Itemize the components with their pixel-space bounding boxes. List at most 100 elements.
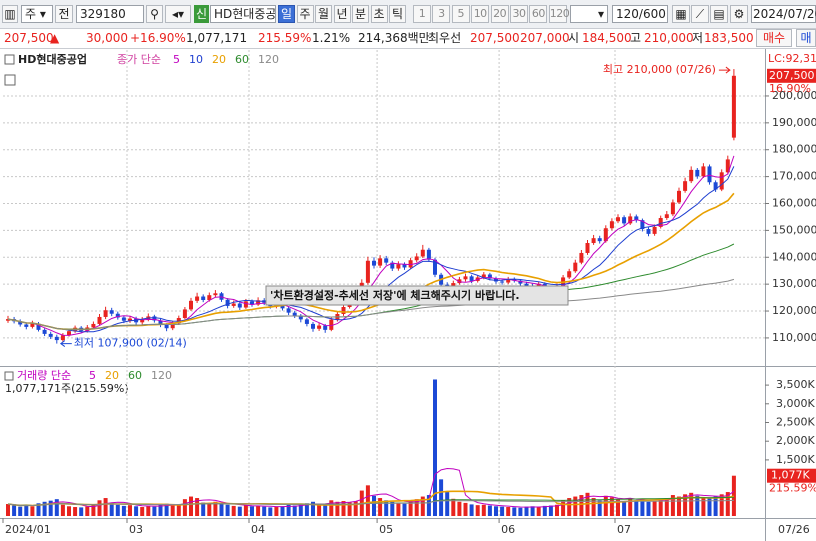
volume-bar	[262, 506, 267, 516]
legend-entry: 5	[173, 53, 180, 66]
candle-body	[524, 283, 529, 286]
prefix-button[interactable]: 전	[55, 5, 73, 23]
period-button[interactable]: 월	[315, 5, 332, 23]
last-change-label: 16.90%	[769, 82, 811, 95]
interval-button[interactable]: 120	[548, 5, 570, 23]
interval-select[interactable]: ▾	[570, 5, 608, 23]
legend-entry: 120	[258, 53, 279, 66]
candle-body	[591, 238, 596, 244]
max-arrow	[718, 66, 731, 74]
candle-body	[616, 217, 620, 222]
volume-bar	[487, 505, 492, 516]
price-ma-line	[7, 278, 735, 330]
candle-body	[67, 331, 71, 336]
sell-button[interactable]: 매	[796, 29, 816, 47]
candle-body	[622, 217, 627, 224]
volume-bar	[426, 495, 431, 516]
interval-button[interactable]: 5	[451, 5, 470, 23]
volume-bar	[658, 499, 663, 516]
volume-bar	[707, 498, 712, 516]
date-input[interactable]: 2024/07/26	[751, 5, 816, 23]
volume-bar	[48, 500, 53, 516]
candle-body	[225, 299, 230, 306]
count-input[interactable]: 120/600	[612, 5, 668, 23]
settings-button[interactable]: ⚙	[730, 5, 748, 23]
volume-bar	[481, 504, 486, 516]
candle-body	[341, 307, 346, 314]
pane-icon	[4, 74, 16, 86]
volume-bar	[170, 505, 175, 516]
volume-bar	[372, 495, 376, 516]
tool-button[interactable]: ▤	[710, 5, 728, 23]
market: 주	[25, 7, 37, 21]
volume-bar	[24, 504, 29, 516]
candle-body	[317, 325, 322, 329]
volume-bar	[115, 504, 120, 516]
interval-button[interactable]: 1	[413, 5, 431, 23]
volume-bar	[555, 504, 559, 516]
period-button[interactable]: 년	[333, 5, 351, 23]
candle-body	[365, 260, 370, 283]
volume-bar	[573, 496, 578, 516]
interval-button[interactable]: 3	[432, 5, 451, 23]
y-tick-label: 140,000	[772, 250, 816, 263]
tool-button[interactable]: ▦	[672, 5, 690, 23]
volume-bar	[231, 505, 236, 516]
volume-bar	[420, 496, 425, 516]
market-select[interactable]: 주 ▾	[21, 5, 53, 23]
interval-button[interactable]: 30	[510, 5, 528, 23]
arrow: ▲	[50, 31, 60, 45]
candle-body	[158, 320, 163, 325]
interval-button[interactable]: 60	[529, 5, 548, 23]
volume-bar	[524, 506, 529, 516]
legend-entry: 60	[128, 369, 142, 382]
volume-bar	[500, 506, 505, 516]
volume-bar	[213, 501, 218, 516]
turnover: 1.21%	[312, 31, 351, 45]
candle-body	[237, 303, 242, 308]
sound-button[interactable]: ◂▾	[165, 5, 191, 23]
candle-body	[91, 323, 96, 328]
code-input[interactable]: 329180	[76, 5, 144, 23]
volume-bar	[85, 506, 90, 516]
candle-body	[652, 226, 657, 234]
candle-body	[689, 169, 694, 182]
y-tick-label: 190,000	[772, 116, 816, 129]
volume-bar	[634, 500, 639, 516]
buy-button[interactable]: 매수	[756, 29, 792, 47]
candle-body	[713, 182, 718, 190]
period-button[interactable]: 분	[352, 5, 369, 23]
candle-body	[402, 264, 407, 268]
volume-bar	[311, 501, 315, 516]
volume-bar	[30, 506, 35, 516]
search-button[interactable]: ⚲	[146, 5, 163, 23]
period-button[interactable]: 초	[370, 5, 388, 23]
period-button[interactable]: 틱	[389, 5, 406, 23]
candle-body	[487, 274, 492, 279]
volume-bar	[378, 498, 383, 516]
volume-bar	[243, 505, 248, 516]
x-tick-label: 04	[251, 523, 265, 536]
period-button[interactable]: 일	[278, 5, 295, 23]
candle-body	[207, 295, 212, 301]
candle-body	[603, 228, 608, 242]
volume-bar	[268, 507, 273, 516]
candle-body	[140, 319, 145, 323]
tool-button[interactable]: ⟋	[691, 5, 709, 23]
candle-body	[60, 335, 65, 341]
volume-bar	[219, 503, 224, 516]
interval-button[interactable]: 20	[490, 5, 509, 23]
menu-icon[interactable]: ▥	[2, 5, 18, 23]
y-tick-label: 3,000K	[776, 397, 815, 410]
interval-button[interactable]: 10	[471, 5, 490, 23]
period-button[interactable]: 주	[296, 5, 314, 23]
volume-bar	[689, 492, 694, 516]
last-volume-ratio: 215.59%	[769, 482, 816, 495]
candle-body	[420, 249, 425, 257]
candle-body	[304, 319, 309, 324]
candle-body	[189, 300, 193, 310]
candle-body	[481, 274, 486, 278]
high: 210,000	[644, 31, 694, 45]
candle-body	[311, 323, 315, 329]
volume-bar	[475, 505, 480, 516]
